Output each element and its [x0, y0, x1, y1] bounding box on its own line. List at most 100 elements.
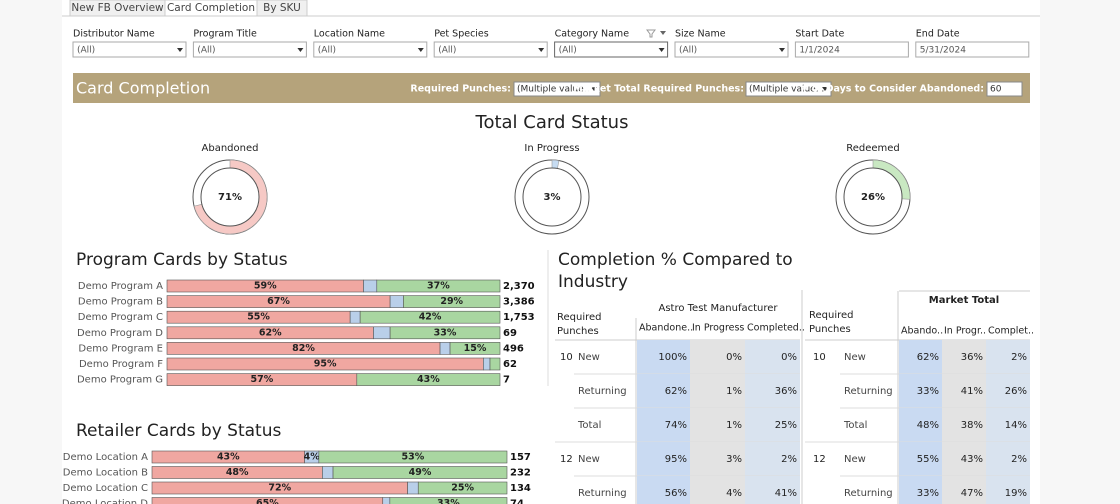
filter-label: Start Date: [795, 29, 844, 40]
filter-value[interactable]: (All): [77, 46, 95, 56]
segment-label: 48%: [226, 467, 249, 478]
cell: [637, 442, 690, 476]
category-label: Demo Program C: [78, 312, 163, 323]
segment-label: 15%: [464, 343, 487, 354]
cell: [637, 374, 690, 408]
cell: [745, 408, 800, 442]
bar-segment: [318, 450, 508, 464]
filter-box[interactable]: [433, 41, 548, 58]
filter-box[interactable]: [554, 41, 669, 58]
cell: [690, 374, 745, 408]
cell: [637, 408, 690, 442]
filter-value[interactable]: (All): [197, 46, 215, 56]
cell-value: 2%: [1011, 454, 1027, 465]
filter-label: Category Name: [555, 29, 630, 40]
control-value[interactable]: (Multiple value...: [517, 85, 592, 95]
segment-label: 57%: [251, 374, 274, 385]
filter-box[interactable]: [915, 41, 1030, 58]
category-label: Demo Location B: [63, 468, 148, 479]
bar-segment: [359, 310, 501, 324]
total-label: 134: [510, 483, 531, 494]
tab-label[interactable]: By SKU: [263, 2, 301, 14]
cell-value: 36%: [961, 352, 983, 363]
tab[interactable]: [256, 0, 308, 17]
row-label: Total: [843, 420, 867, 431]
segment-label: 37%: [427, 281, 450, 292]
control-value[interactable]: (Multiple value...: [749, 85, 824, 95]
cell-value: 1%: [726, 386, 742, 397]
cell-value: 100%: [658, 352, 687, 363]
filter-value[interactable]: 1/1/2024: [799, 46, 840, 56]
segment-label: 49%: [409, 467, 432, 478]
segment-label: 25%: [451, 483, 474, 494]
filter-box[interactable]: [72, 41, 187, 58]
cell-value: 36%: [775, 386, 797, 397]
filter-label: Location Name: [314, 29, 385, 40]
group-label: 12: [560, 454, 573, 465]
cell-value: 47%: [961, 488, 983, 499]
segment-label: 62%: [259, 327, 282, 338]
row-label: Returning: [844, 386, 893, 397]
filter-value[interactable]: (All): [318, 46, 336, 56]
cell-value: 38%: [961, 420, 983, 431]
row-header: Required Punches: [557, 312, 602, 337]
banner-title: Card Completion: [76, 79, 210, 98]
column-header: Abandone..: [639, 323, 693, 334]
segment-label: 43%: [217, 452, 240, 463]
cell: [745, 374, 800, 408]
cell: [986, 442, 1030, 476]
filter-label: Distributor Name: [73, 29, 155, 40]
cell: [942, 374, 986, 408]
bar-segment: [449, 342, 501, 355]
filter-label: Pet Species: [434, 29, 489, 40]
cell: [690, 442, 745, 476]
bar-segment: [322, 466, 334, 479]
column-header: Completed..: [747, 323, 805, 334]
menu-icon[interactable]: [660, 31, 666, 35]
dropdown-arrow: [822, 87, 828, 91]
category-label: Demo Location A: [63, 452, 148, 463]
column-header: In Progr..: [944, 326, 986, 337]
filter-box[interactable]: [192, 41, 307, 58]
dropdown-arrow: [417, 48, 424, 52]
cell-value: 14%: [1005, 420, 1027, 431]
donut-label: In Progress: [524, 143, 579, 154]
control-label: # of Days to Consider Abandoned:: [800, 84, 984, 95]
filter-value[interactable]: (All): [438, 46, 456, 56]
chart-title: Retailer Cards by Status: [76, 421, 281, 441]
tab-label[interactable]: Card Completion: [167, 2, 255, 14]
bar-segment: [332, 466, 508, 479]
filter-box[interactable]: [674, 41, 789, 58]
filter-value[interactable]: (All): [559, 46, 577, 56]
filter-value[interactable]: 5/31/2024: [920, 46, 966, 56]
control-box[interactable]: [986, 81, 1023, 97]
donut-value: 71%: [218, 192, 242, 203]
category-label: Demo Program A: [78, 281, 163, 292]
cell: [745, 442, 800, 476]
cell: [899, 476, 942, 504]
category-label: Demo Program E: [78, 343, 163, 354]
filter-value[interactable]: (All): [679, 46, 697, 56]
filter-icon[interactable]: [646, 29, 656, 38]
segment-label: 65%: [256, 498, 279, 504]
cell: [986, 476, 1030, 504]
cell: [637, 340, 690, 374]
cell-value: 2%: [1011, 352, 1027, 363]
filter-box[interactable]: [794, 41, 909, 58]
control-box[interactable]: [513, 81, 601, 97]
bar-segment: [417, 481, 508, 495]
control-box[interactable]: [745, 81, 832, 97]
row-label: New: [844, 352, 866, 363]
filter-box[interactable]: [313, 41, 428, 58]
control-value[interactable]: 60: [990, 85, 1002, 95]
tab-label[interactable]: New FB Overview: [71, 2, 164, 14]
bar-segment: [373, 326, 391, 340]
dropdown-arrow: [538, 48, 545, 52]
total-label: 3,386: [503, 297, 535, 308]
donut-label: Redeemed: [846, 143, 900, 154]
segment-label: 33%: [434, 327, 457, 338]
row-label: Returning: [578, 386, 627, 397]
row-label: Total: [577, 420, 601, 431]
